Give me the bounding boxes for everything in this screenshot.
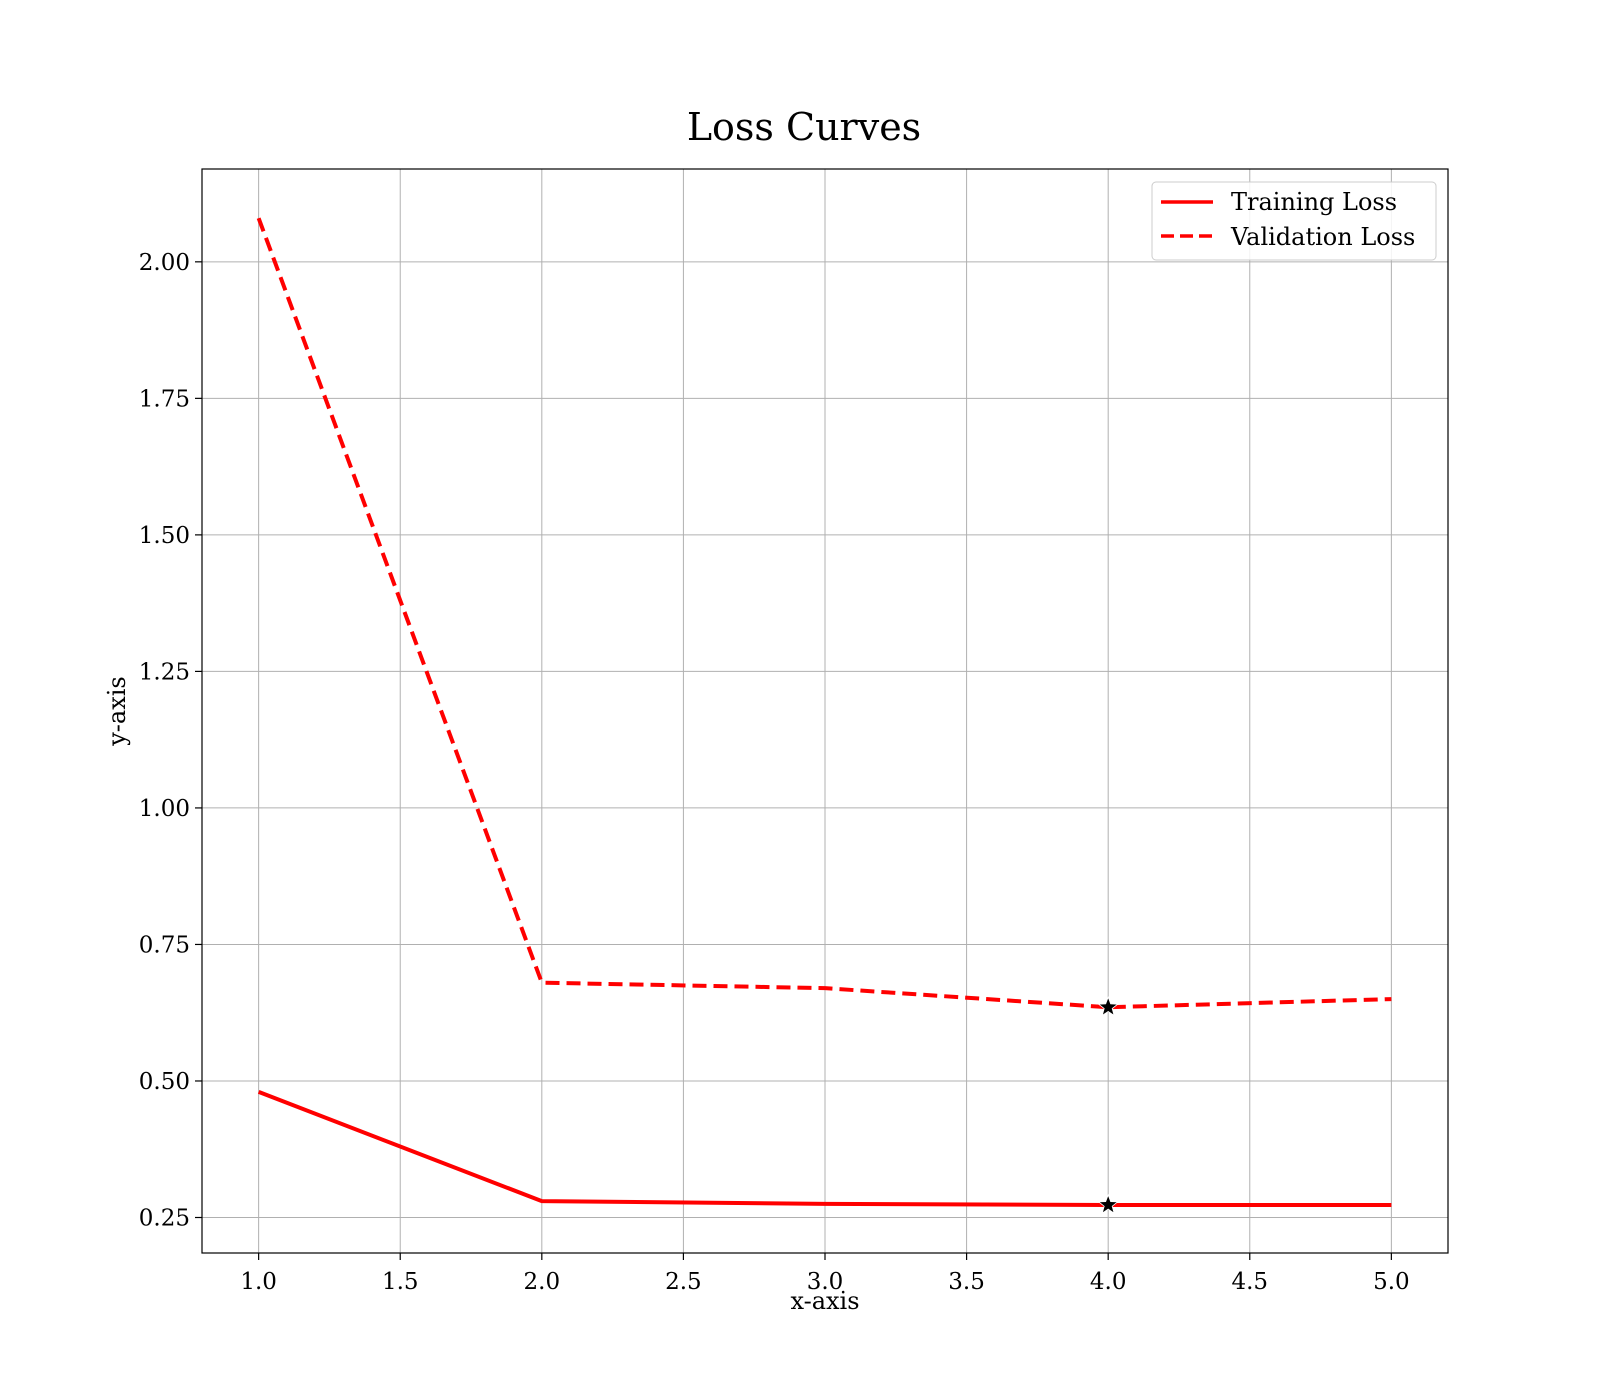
x-tick-label: 3.0 — [807, 1269, 844, 1295]
y-axis-ticks: 0.25 0.50 0.75 1.00 1.25 1.50 1.75 2.00 — [139, 250, 202, 1232]
grid — [202, 169, 1448, 1253]
x-axis-label: x-axis — [790, 1287, 859, 1315]
series-lines — [256, 217, 1392, 1207]
legend: Training Loss Validation Loss — [1151, 181, 1437, 261]
x-tick-label: 4.0 — [1090, 1269, 1127, 1295]
chart-title: Loss Curves — [687, 105, 921, 149]
x-tick-label: 1.0 — [240, 1269, 277, 1295]
series-line-validation-loss — [256, 217, 1392, 1010]
x-tick-label: 2.5 — [665, 1269, 702, 1295]
y-tick-label: 0.75 — [139, 932, 190, 958]
x-tick-label: 1.5 — [382, 1269, 419, 1295]
x-tick-label: 2.0 — [524, 1269, 561, 1295]
legend-label-validation-loss: Validation Loss — [1230, 223, 1415, 251]
y-tick-label: 1.00 — [139, 796, 190, 822]
y-tick-label: 0.25 — [139, 1206, 190, 1232]
y-tick-label: 2.00 — [139, 250, 190, 276]
star-marker-training-loss — [1097, 1193, 1119, 1214]
star-marker-validation-loss — [1097, 996, 1119, 1017]
legend-box — [1151, 181, 1437, 261]
x-tick-label: 3.5 — [948, 1269, 985, 1295]
x-tick-label: 4.5 — [1231, 1269, 1268, 1295]
y-tick-label: 0.50 — [139, 1069, 190, 1095]
y-axis-label: y-axis — [103, 676, 131, 747]
y-tick-label: 1.50 — [139, 523, 190, 549]
x-tick-label: 5.0 — [1373, 1269, 1410, 1295]
legend-label-training-loss: Training Loss — [1231, 188, 1397, 216]
series-line-training-loss — [257, 1090, 1392, 1207]
x-axis-ticks: 1.0 1.5 2.0 2.5 3.0 3.5 4.0 4.5 5.0 — [240, 1253, 1410, 1295]
markers — [1097, 996, 1119, 1214]
y-tick-label: 1.25 — [139, 659, 190, 685]
y-tick-label: 1.75 — [139, 386, 190, 412]
